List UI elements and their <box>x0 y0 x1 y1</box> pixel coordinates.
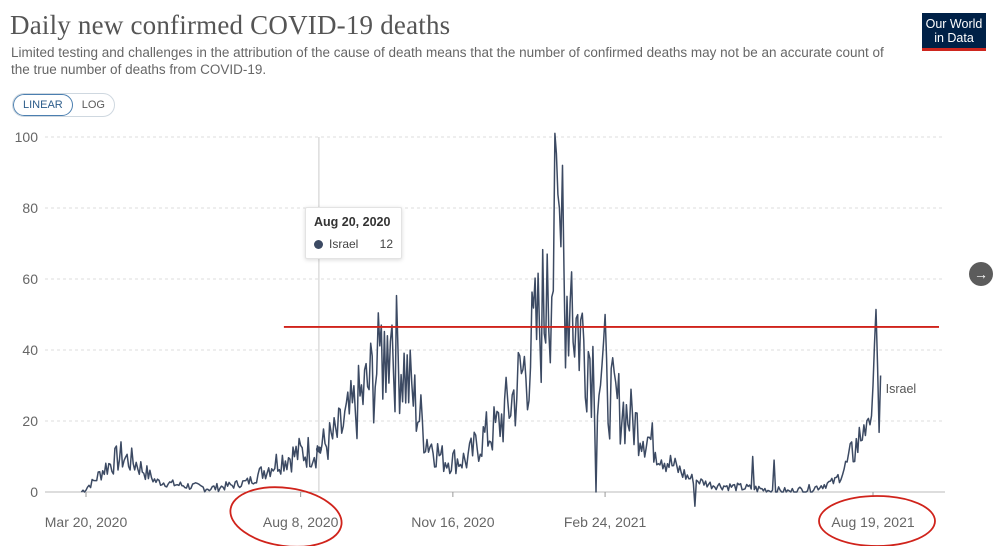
y-tick-label: 60 <box>22 271 38 287</box>
y-tick-label: 0 <box>30 484 38 500</box>
series-label-israel: Israel <box>886 382 917 396</box>
tooltip-series-name: Israel <box>329 237 359 251</box>
linear-scale-button[interactable]: LINEAR <box>13 94 73 116</box>
annotation-ellipse-aug19 <box>818 495 936 546</box>
y-tick-label: 20 <box>22 413 38 429</box>
logo-line-1: Our World <box>925 17 983 31</box>
tooltip-row: Israel 12 <box>314 237 393 251</box>
hover-point <box>315 446 322 453</box>
chart-subtitle: Limited testing and challenges in the at… <box>11 45 884 77</box>
arrow-right-icon[interactable]: → <box>969 262 993 286</box>
y-tick-label: 100 <box>15 129 39 145</box>
tooltip-date: Aug 20, 2020 <box>314 215 391 229</box>
logo-line-2: in Data <box>934 31 974 45</box>
log-scale-button[interactable]: LOG <box>81 99 105 111</box>
hover-tooltip: Aug 20, 2020 Israel 12 <box>305 207 402 259</box>
scale-toggle: LINEAR LOG <box>12 93 115 117</box>
tooltip-value: 12 <box>379 237 393 251</box>
y-tick-label: 80 <box>22 200 38 216</box>
owid-logo[interactable]: Our World in Data <box>922 13 986 51</box>
x-tick-label: Mar 20, 2020 <box>45 514 128 530</box>
x-tick-label: Aug 8, 2020 <box>263 514 339 530</box>
x-tick-label: Feb 24, 2021 <box>564 514 647 530</box>
y-tick-label: 40 <box>22 342 38 358</box>
chart-title: Daily new confirmed COVID-19 deaths <box>10 10 451 40</box>
x-tick-label: Nov 16, 2020 <box>411 514 494 530</box>
series-line-israel <box>80 132 882 507</box>
series-dot-icon <box>314 239 323 249</box>
x-tick-label: Aug 19, 2021 <box>831 514 915 530</box>
